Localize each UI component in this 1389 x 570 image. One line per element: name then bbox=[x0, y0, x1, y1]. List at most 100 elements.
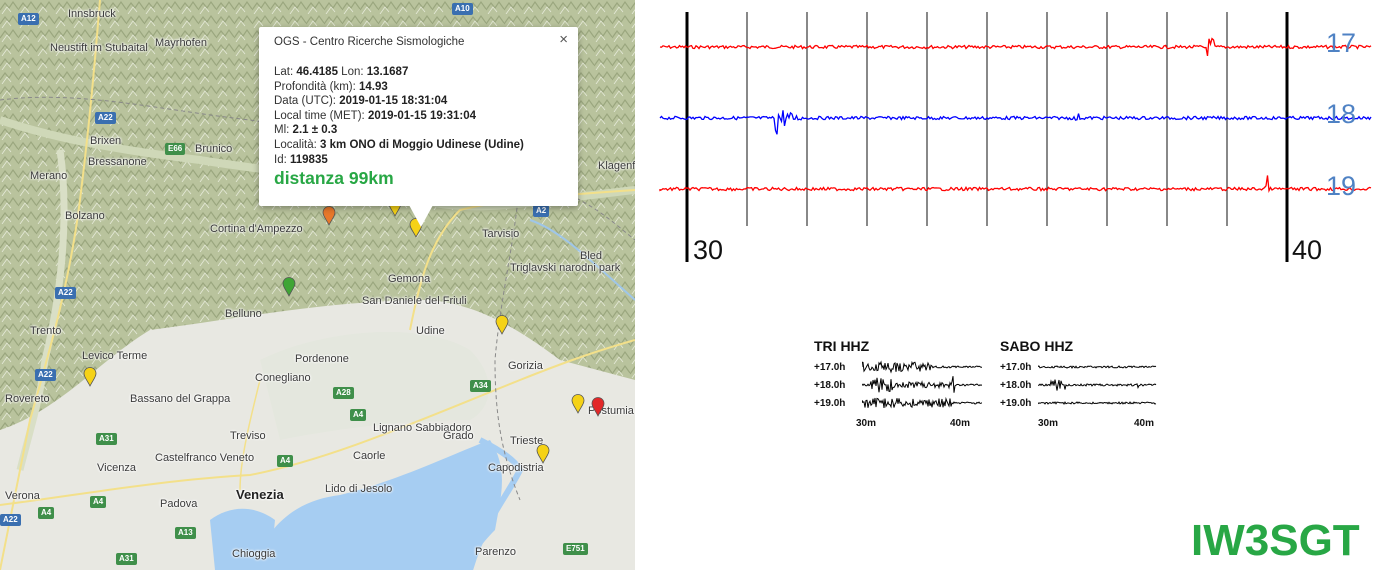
info-window-body: Lat: 46.4185 Lon: 13.1687 Profondità (km… bbox=[274, 65, 524, 189]
local-time-value: 2019-01-15 19:31:04 bbox=[367, 109, 477, 122]
station-trace bbox=[862, 396, 982, 409]
location-row: Località: 3 km ONO di Moggio Udinese (Ud… bbox=[274, 138, 524, 153]
map-place-label: San Daniele del Friuli bbox=[362, 295, 467, 307]
id-row: Id: 119835 bbox=[274, 153, 524, 168]
lon-value: 13.1687 bbox=[366, 66, 409, 78]
station-traces-tri bbox=[862, 360, 982, 409]
seismic-trace-17 bbox=[659, 37, 1372, 57]
seismic-trace-19 bbox=[659, 175, 1372, 193]
road-shield: A22 bbox=[95, 112, 116, 124]
map-place-label: Brixen bbox=[90, 135, 122, 147]
coordinates-row: Lat: 46.4185 Lon: 13.1687 bbox=[274, 65, 524, 80]
map-place-label: Neustift im Stubaital bbox=[50, 42, 148, 54]
depth-value: 14.93 bbox=[359, 80, 388, 93]
road-shield: A4 bbox=[350, 409, 367, 421]
road-shield: A2 bbox=[533, 205, 550, 217]
road-shield: A22 bbox=[0, 514, 21, 526]
map-place-label: Castelfranco Veneto bbox=[155, 452, 255, 464]
map-view[interactable]: Innsbruck Mayrhofen Neustift im Stubaital B… bbox=[0, 0, 635, 570]
road-shield: A31 bbox=[116, 553, 137, 565]
x-label: 40m bbox=[950, 418, 971, 429]
map-place-label: Triglavski narodni park bbox=[510, 262, 621, 274]
utc-label: Data (UTC): bbox=[274, 95, 336, 108]
station-trace bbox=[1038, 401, 1157, 405]
road-shield: A34 bbox=[470, 380, 491, 392]
station-panel-tri: TRI HHZ +17.0h +18.0h +19.0h 30m 40m bbox=[812, 338, 987, 438]
utc-value: 2019-01-15 18:31:04 bbox=[339, 95, 448, 108]
map-place-label: Padova bbox=[160, 498, 198, 510]
magnitude-row: Ml: 2.1 ± 0.3 bbox=[274, 123, 524, 138]
station-trace bbox=[1038, 365, 1157, 370]
earthquake-marker-icon[interactable] bbox=[83, 367, 97, 387]
depth-row: Profondità (km): 14.93 bbox=[274, 80, 524, 95]
row-label: +18.0h bbox=[1000, 380, 1032, 391]
callsign-watermark: IW3SGT bbox=[1191, 516, 1360, 565]
close-icon[interactable]: × bbox=[559, 31, 568, 48]
seismograph-display: 17 18 19 30 40 bbox=[640, 0, 1389, 300]
road-shield: A22 bbox=[55, 287, 76, 299]
map-place-label: Brunico bbox=[195, 143, 233, 155]
map-place-label: Capodistria bbox=[488, 462, 544, 474]
road-shield: A13 bbox=[175, 527, 196, 539]
road-shield: A4 bbox=[90, 496, 107, 508]
station-trace bbox=[862, 360, 982, 374]
earthquake-info-window: OGS - Centro Ricerche Sismologiche × Lat… bbox=[259, 27, 578, 227]
road-shield: A22 bbox=[35, 369, 56, 381]
map-place-label: Parenzo bbox=[475, 546, 516, 558]
local-time-row: Local time (MET): 2019-01-15 19:31:04 bbox=[274, 109, 524, 124]
row-label: +19.0h bbox=[814, 398, 846, 409]
map-place-label: Merano bbox=[30, 170, 68, 182]
location-label: Località: bbox=[274, 138, 317, 151]
lat-label: Lat: bbox=[274, 66, 294, 78]
road-shield: E751 bbox=[563, 543, 588, 555]
map-place-label: Levico Terme bbox=[82, 350, 148, 362]
location-value: 3 km ONO di Moggio Udinese (Udine) bbox=[320, 138, 524, 151]
station-trace bbox=[862, 376, 982, 393]
map-place-label: Gemona bbox=[388, 273, 431, 285]
map-place-label: Udine bbox=[416, 325, 445, 337]
earthquake-marker-icon[interactable] bbox=[495, 315, 509, 335]
road-shield: A28 bbox=[333, 387, 354, 399]
map-place-label: Chioggia bbox=[232, 548, 276, 560]
station-title-sabo: SABO HHZ bbox=[1000, 338, 1074, 354]
row-label: +17.0h bbox=[1000, 362, 1032, 373]
map-place-label: Conegliano bbox=[255, 372, 311, 384]
x-label: 30m bbox=[856, 418, 877, 429]
id-value: 119835 bbox=[290, 153, 328, 166]
x-axis-start-label: 30 bbox=[693, 235, 724, 265]
map-place-label: Trento bbox=[30, 325, 62, 337]
earthquake-marker-icon[interactable] bbox=[591, 397, 605, 417]
map-label-venezia: Venezia bbox=[236, 487, 284, 502]
map-place-label: Lignano Sabbiadoro bbox=[373, 422, 472, 434]
x-label: 30m bbox=[1038, 418, 1059, 429]
map-place-label: Caorle bbox=[353, 450, 386, 462]
earthquake-marker-icon[interactable] bbox=[536, 444, 550, 464]
distance-value: distanza 99km bbox=[274, 168, 394, 189]
info-window-tail bbox=[409, 205, 433, 227]
hour-label-18: 18 bbox=[1326, 99, 1357, 129]
seismograph-plot bbox=[659, 12, 1372, 262]
map-place-label: Bassano del Grappa bbox=[130, 393, 231, 405]
road-shield: A4 bbox=[277, 455, 294, 467]
utc-row: Data (UTC): 2019-01-15 18:31:04 bbox=[274, 94, 524, 109]
map-place-label: Innsbruck bbox=[68, 8, 116, 20]
seismic-trace-18 bbox=[659, 110, 1372, 135]
x-axis-end-label: 40 bbox=[1292, 235, 1323, 265]
station-title-tri: TRI HHZ bbox=[814, 338, 870, 354]
lat-value: 46.4185 bbox=[296, 66, 338, 78]
map-place-label: Belluno bbox=[225, 308, 262, 320]
map-place-label: Treviso bbox=[230, 430, 266, 442]
row-label: +18.0h bbox=[814, 380, 846, 391]
map-place-label: Grado bbox=[443, 430, 474, 442]
earthquake-marker-icon[interactable] bbox=[322, 206, 336, 226]
earthquake-marker-icon[interactable] bbox=[282, 277, 296, 297]
map-place-label: Bolzano bbox=[65, 210, 105, 222]
map-place-label: Tarvisio bbox=[482, 228, 520, 240]
road-shield: E66 bbox=[165, 143, 186, 155]
row-label: +19.0h bbox=[1000, 398, 1032, 409]
map-place-label: Vicenza bbox=[97, 462, 136, 474]
magnitude-value: 2.1 ± 0.3 bbox=[292, 124, 338, 137]
map-place-label: Pordenone bbox=[295, 353, 349, 365]
id-label: Id: bbox=[274, 153, 287, 166]
earthquake-marker-icon[interactable] bbox=[571, 394, 585, 414]
